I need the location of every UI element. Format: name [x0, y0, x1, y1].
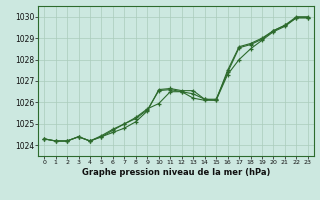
X-axis label: Graphe pression niveau de la mer (hPa): Graphe pression niveau de la mer (hPa): [82, 168, 270, 177]
